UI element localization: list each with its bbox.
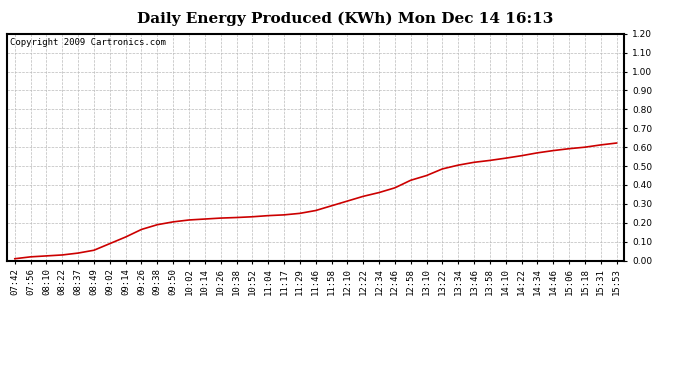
Text: Daily Energy Produced (KWh) Mon Dec 14 16:13: Daily Energy Produced (KWh) Mon Dec 14 1…	[137, 11, 553, 26]
Text: Copyright 2009 Cartronics.com: Copyright 2009 Cartronics.com	[10, 38, 166, 47]
